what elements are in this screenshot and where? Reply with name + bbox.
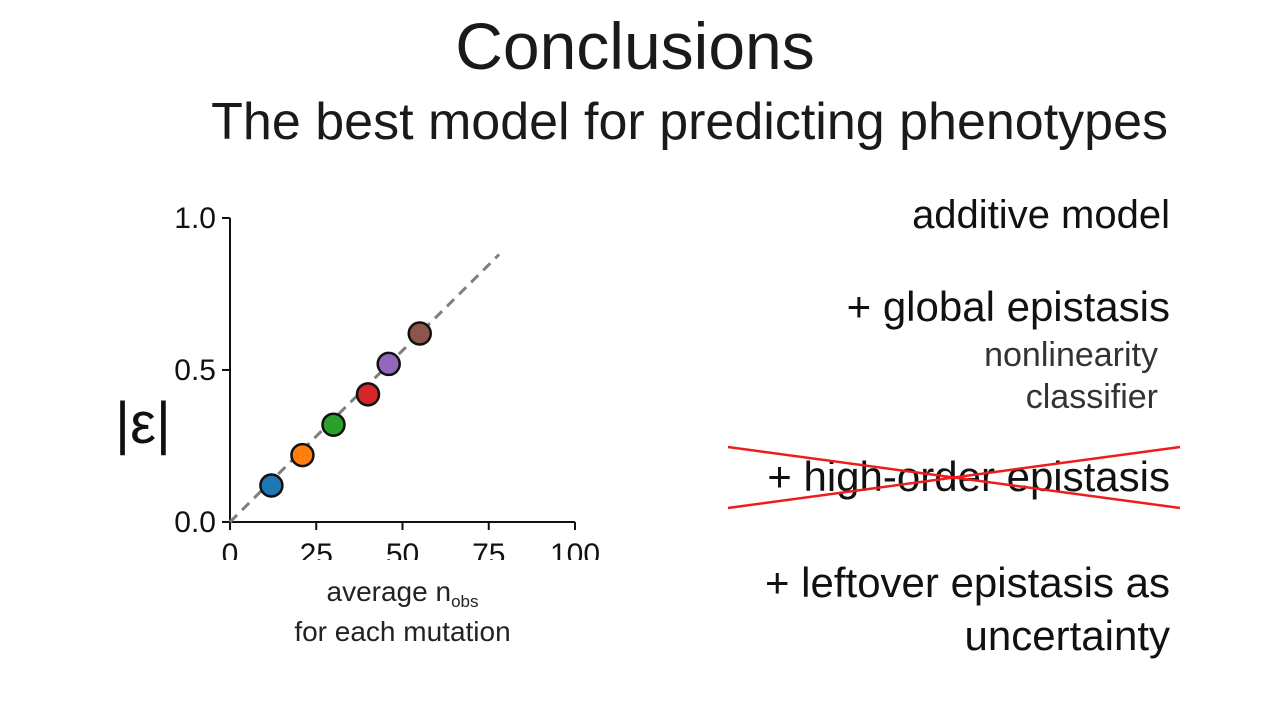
x-tick-label: 0 — [222, 538, 239, 560]
x-axis-label-main: average n — [326, 576, 452, 607]
x-tick-label: 50 — [386, 538, 419, 560]
data-point — [355, 382, 381, 407]
data-points — [259, 321, 432, 498]
subtitle-post: model for predicting phenotypes — [427, 93, 1168, 151]
slide-title: Conclusions — [455, 9, 815, 83]
data-point — [290, 442, 315, 468]
x-tick-label: 100 — [550, 538, 600, 560]
y-axis-label: |ε| — [115, 391, 171, 456]
global-epistasis-item: + global epistasis — [847, 283, 1170, 331]
x-tick-label: 75 — [472, 538, 505, 560]
x-tick-label: 25 — [300, 538, 333, 560]
subtitle-pre: The — [211, 93, 301, 151]
plus-sign: + — [767, 453, 792, 500]
additive-model-item: additive model — [912, 193, 1170, 237]
data-point — [259, 473, 284, 498]
high-order-epistasis-label: high-order epistasis — [803, 453, 1170, 500]
y-tick-label: 0.0 — [174, 506, 216, 539]
data-point — [376, 351, 401, 377]
plus-sign: + — [846, 283, 872, 330]
high-order-epistasis-item: + high-order epistasis — [767, 453, 1170, 501]
x-axis-label: average nobs — [230, 576, 575, 612]
data-point — [407, 321, 432, 346]
nonlinearity-subitem: nonlinearity — [984, 336, 1158, 374]
y-tick-label: 1.0 — [174, 202, 216, 235]
global-epistasis-label: global epistasis — [882, 283, 1170, 330]
classifier-subitem: classifier — [1025, 378, 1158, 416]
slide-subtitle: The best model for predicting phenotypes — [211, 92, 1168, 152]
chart-axes: 0 25 50 75 100 0.0 0.5 1.0 — [174, 202, 600, 560]
epsilon-scatter-chart: 0 25 50 75 100 0.0 0.5 1.0 |ε| — [115, 202, 600, 560]
data-point — [321, 412, 346, 437]
y-tick-label: 0.5 — [174, 354, 216, 387]
x-axis-label-line2: for each mutation — [294, 616, 511, 647]
subtitle-bold: best — [315, 93, 414, 151]
x-axis-label-subscript: obs — [451, 592, 479, 611]
uncertainty-item: uncertainty — [964, 612, 1170, 659]
leftover-epistasis-item: + leftover epistasis as — [764, 559, 1170, 606]
